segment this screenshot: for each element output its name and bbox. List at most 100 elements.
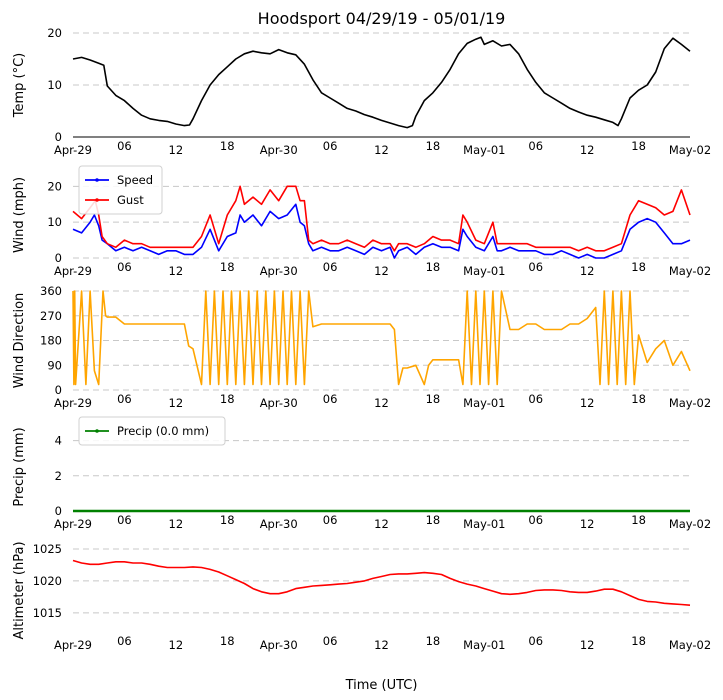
y-tick-label-alt: 1025	[33, 542, 62, 556]
x-tick-label-temp: May-01	[463, 143, 505, 157]
x-tick-label-temp: 18	[426, 139, 441, 153]
x-tick-label-wind: Apr-29	[54, 264, 92, 278]
x-tick-label-precip: 12	[169, 517, 184, 531]
y-tick-label-dir: 360	[40, 284, 62, 298]
x-tick-label-temp: Apr-30	[260, 143, 298, 157]
y-tick-label-wind: 20	[47, 179, 62, 193]
legend-box	[78, 416, 226, 446]
x-tick-label-alt: 18	[220, 634, 235, 648]
x-tick-label-dir: May-01	[463, 396, 505, 410]
series-line-direction	[72, 290, 691, 386]
y-axis-label-precip: Precip (mm)	[12, 427, 27, 506]
y-axis-label-alt: Altimeter (hPa)	[12, 541, 27, 639]
legend-box	[78, 165, 163, 215]
x-tick-label-wind: 06	[323, 260, 338, 274]
x-tick-label-temp: 12	[169, 143, 184, 157]
x-tick-label-wind: Apr-30	[260, 264, 298, 278]
x-tick-label-dir: 06	[117, 392, 132, 406]
x-tick-label-precip: 18	[631, 513, 646, 527]
x-tick-label-dir: 18	[631, 392, 646, 406]
legend-label: Speed	[117, 173, 153, 187]
x-tick-label-alt: 12	[169, 638, 184, 652]
panel-wind: 0 10 20 Apr-29 06 12 18 Apr-30 06 12 18 May-01 06 12 1…	[12, 165, 711, 278]
y-axis-label-wind: Wind (mph)	[12, 177, 27, 253]
legend-label: Gust	[117, 193, 144, 207]
x-tick-label-dir: 18	[220, 392, 235, 406]
x-tick-label-dir: 06	[528, 392, 543, 406]
x-tick-label-temp: 06	[117, 139, 132, 153]
x-tick-label-wind: 06	[117, 260, 132, 274]
x-tick-label-precip: May-01	[463, 517, 505, 531]
x-tick-label-precip: May-02	[669, 517, 711, 531]
x-tick-label-dir: 18	[426, 392, 441, 406]
panel-precip: 0 2 4 Apr-29 06 12 18 Apr-30 06 12 18 May-01 06 12 18 M…	[12, 416, 711, 531]
x-tick-label-wind: 12	[169, 264, 184, 278]
x-tick-label-wind: 12	[580, 264, 595, 278]
x-tick-label-alt: 18	[631, 634, 646, 648]
x-tick-label-wind: 18	[631, 260, 646, 274]
x-tick-label-precip: 06	[117, 513, 132, 527]
x-tick-label-temp: 12	[580, 143, 595, 157]
series-line-speed	[72, 203, 691, 259]
x-tick-label-alt: 12	[374, 638, 389, 652]
y-tick-label-precip: 0	[55, 504, 62, 518]
x-tick-label-precip: 06	[528, 513, 543, 527]
x-tick-label-dir: 06	[323, 392, 338, 406]
x-tick-label-alt: May-02	[669, 638, 711, 652]
y-tick-label-dir: 90	[47, 358, 62, 372]
x-tick-label-precip: 18	[426, 513, 441, 527]
x-tick-label-alt: 06	[528, 634, 543, 648]
x-tick-label-alt: 06	[117, 634, 132, 648]
y-tick-label-alt: 1020	[33, 574, 62, 588]
x-axis-label: Time (UTC)	[345, 678, 418, 693]
y-tick-label-alt: 1015	[33, 606, 62, 620]
series-line-temp	[72, 36, 691, 129]
x-tick-label-precip: 12	[374, 517, 389, 531]
x-tick-label-dir: 12	[169, 396, 184, 410]
x-tick-label-wind: 12	[374, 264, 389, 278]
panel-temp: 0 10 20 Apr-29 06 12 18 Apr-30 06 12 18 May-01 06 12 1…	[12, 26, 711, 157]
x-tick-label-temp: 06	[323, 139, 338, 153]
y-tick-label-dir: 180	[40, 334, 62, 348]
y-tick-label-dir: 0	[55, 383, 62, 397]
x-tick-label-dir: 12	[374, 396, 389, 410]
y-tick-label-temp: 20	[47, 26, 62, 40]
x-tick-label-temp: 18	[631, 139, 646, 153]
y-axis-label-dir: Wind Direction	[12, 293, 27, 389]
y-tick-label-temp: 0	[55, 130, 62, 144]
x-tick-label-temp: Apr-29	[54, 143, 92, 157]
legend-marker	[95, 429, 99, 433]
x-tick-label-alt: Apr-29	[54, 638, 92, 652]
series-line-gust	[72, 185, 691, 252]
legend-marker	[95, 178, 99, 182]
y-tick-label-wind: 0	[55, 251, 62, 265]
panel-alt: 1015 1020 1025 Apr-29 06 12 18 Apr-30 06 12 18 May-…	[12, 541, 711, 652]
x-tick-label-alt: 12	[580, 638, 595, 652]
chart-title: Hoodsport 04/29/19 - 05/01/19	[258, 9, 506, 28]
y-tick-label-temp: 10	[47, 78, 62, 92]
x-tick-label-temp: 18	[220, 139, 235, 153]
x-tick-label-dir: Apr-30	[260, 396, 298, 410]
y-tick-label-dir: 270	[40, 309, 62, 323]
y-axis-label-temp: Temp (°C)	[12, 53, 27, 119]
x-tick-label-wind: 18	[220, 260, 235, 274]
y-tick-label-wind: 10	[47, 215, 62, 229]
x-tick-label-alt: May-01	[463, 638, 505, 652]
x-tick-label-wind: 06	[528, 260, 543, 274]
x-tick-label-wind: May-02	[669, 264, 711, 278]
x-tick-label-alt: 18	[426, 634, 441, 648]
x-tick-label-precip: Apr-30	[260, 517, 298, 531]
x-tick-label-dir: May-02	[669, 396, 711, 410]
x-tick-label-precip: Apr-29	[54, 517, 92, 531]
legend-marker	[95, 198, 99, 202]
legend-precip: Precip (0.0 mm)	[78, 416, 226, 446]
x-tick-label-wind: 18	[426, 260, 441, 274]
x-tick-label-dir: 12	[580, 396, 595, 410]
series-line-altimeter	[72, 559, 691, 606]
x-tick-label-dir: Apr-29	[54, 396, 92, 410]
x-tick-label-wind: May-01	[463, 264, 505, 278]
x-tick-label-temp: May-02	[669, 143, 711, 157]
x-tick-label-precip: 18	[220, 513, 235, 527]
